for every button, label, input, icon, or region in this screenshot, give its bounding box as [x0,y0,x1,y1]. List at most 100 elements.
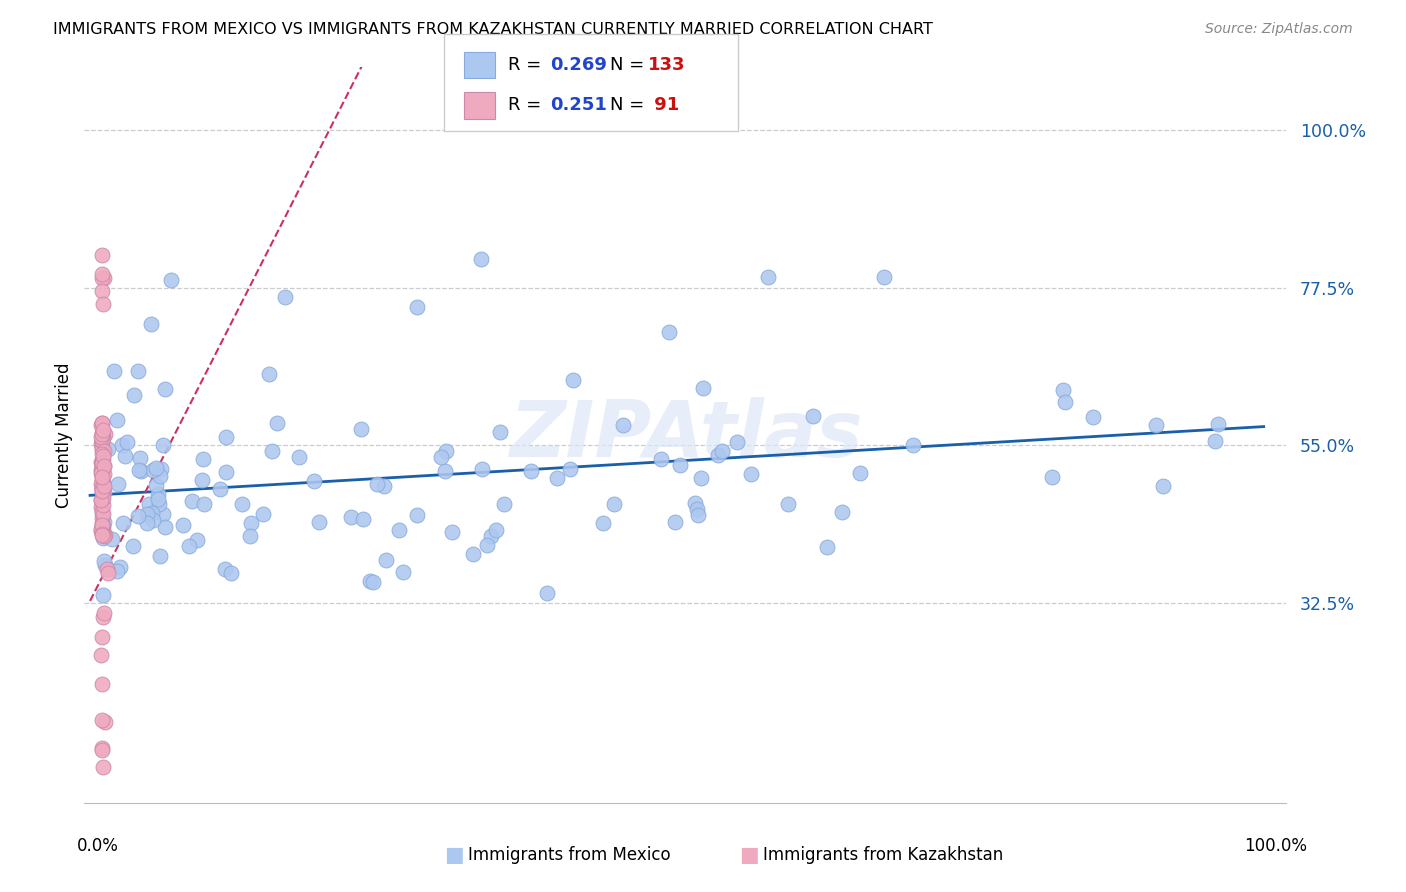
Point [93,479,115,493]
Point [1204,434,1226,448]
Point [725,435,748,450]
Point [440,525,463,540]
Point [90,447,112,461]
Text: 0.269: 0.269 [550,56,606,74]
Point [93,714,115,729]
Point [434,464,457,478]
Point [93,519,115,533]
Point [91,740,114,755]
Point [90,467,112,481]
Point [239,529,262,543]
Point [93,270,115,285]
Point [492,497,515,511]
Point [90,631,112,645]
Point [434,443,457,458]
Point [105,564,128,578]
Text: R =: R = [508,96,547,114]
Point [90,467,112,481]
Text: 91: 91 [648,96,679,114]
Point [815,540,838,554]
Point [91,449,114,463]
Point [91,526,114,541]
Point [756,269,779,284]
Point [90,427,112,442]
Point [97,566,120,581]
Text: Immigrants from Mexico: Immigrants from Mexico [468,846,671,863]
Point [91,588,114,602]
Point [146,491,169,506]
Point [91,457,114,471]
Point [612,417,634,432]
Point [128,463,150,477]
Point [90,456,112,470]
Point [475,538,498,552]
Point [122,388,145,402]
Point [208,482,231,496]
Point [191,473,214,487]
Point [683,496,706,510]
Point [239,516,262,530]
Point [90,504,112,518]
Point [91,297,114,311]
Point [112,516,135,531]
Point [152,438,174,452]
Point [546,470,568,484]
Point [90,482,112,496]
Point [96,562,118,576]
Point [90,493,112,508]
Point [91,506,114,520]
Point [94,426,117,441]
Point [91,483,114,498]
Point [375,553,398,567]
Point [90,648,112,662]
Point [388,523,411,537]
Point [90,500,112,515]
Point [288,450,311,464]
Point [90,247,112,261]
Point [214,562,236,576]
Point [90,466,112,480]
Point [406,508,429,522]
Point [692,381,714,395]
Point [172,517,194,532]
Point [710,443,733,458]
Point [91,520,114,534]
Point [103,364,125,378]
Point [90,522,112,536]
Point [690,471,713,485]
Point [707,448,730,462]
Point [471,462,494,476]
Point [148,497,170,511]
Point [181,494,204,508]
Point [1152,479,1174,493]
Point [1052,383,1074,397]
Text: 133: 133 [648,56,686,74]
Point [138,497,160,511]
Point [177,539,200,553]
Point [391,565,413,579]
Point [461,547,484,561]
Point [91,423,114,437]
Text: 0.251: 0.251 [550,96,606,114]
Point [90,484,112,499]
Point [93,528,115,542]
Point [91,456,114,470]
Point [91,524,114,538]
Point [658,325,681,339]
Text: ■: ■ [740,845,759,864]
Point [215,430,238,444]
Point [141,506,163,520]
Point [91,475,114,489]
Point [91,459,114,474]
Point [108,560,131,574]
Text: 0.0%: 0.0% [77,837,120,855]
Point [1083,409,1105,424]
Point [129,451,152,466]
Point [740,467,762,481]
Point [91,760,114,774]
Point [650,451,672,466]
Point [91,442,114,457]
Point [150,462,173,476]
Point [831,504,853,518]
Point [221,566,243,580]
